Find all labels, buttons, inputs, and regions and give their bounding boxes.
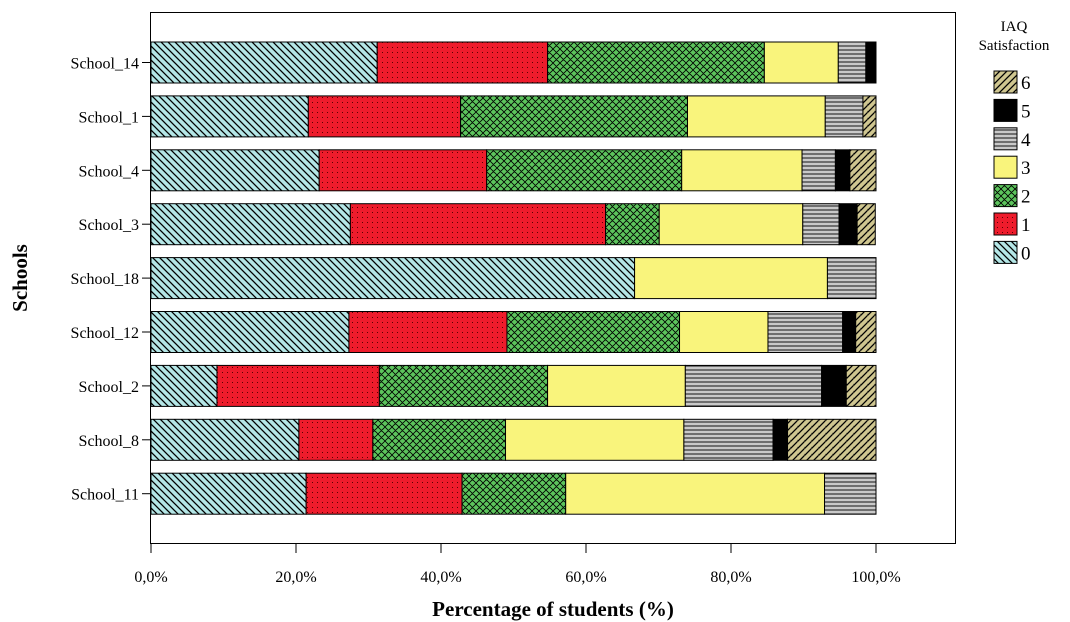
bar-segment-school-11-level-4 [824, 472, 877, 515]
bar-segment-school-14-level-2 [547, 41, 765, 84]
y-tick-label: School_18 [71, 271, 139, 288]
bar-segment-school-4-level-6 [849, 149, 877, 192]
bar-segment-school-12-level-6 [855, 311, 877, 353]
x-tick-label: 0,0% [134, 569, 167, 586]
bar-segment-school-8-level-2 [372, 418, 507, 461]
y-tick-label: School_8 [79, 433, 139, 450]
bar-segment-school-8-level-0 [150, 418, 300, 461]
bar-segment-school-18-level-0 [150, 257, 636, 300]
legend: IAQ Satisfaction 6 5 4 3 2 1 0 [979, 19, 1050, 264]
bar-segment-school-12-level-5 [842, 311, 857, 353]
legend-swatch-0 [993, 240, 1018, 264]
bar-segment-school-12-level-4 [767, 311, 844, 353]
bar-segment-school-14-level-0 [150, 41, 378, 84]
bar-segment-school-3-level-2 [605, 203, 660, 246]
bar-segment-school-1-level-6 [862, 95, 877, 138]
bar-segment-school-12-level-1 [348, 311, 508, 353]
y-axis-title: Schools [8, 244, 32, 312]
bar-segment-school-2-level-6 [845, 364, 877, 407]
bar-segment-school-8-level-5 [772, 418, 789, 461]
bar-segment-school-3-level-1 [349, 203, 607, 246]
legend-label-4: 4 [1021, 130, 1031, 151]
legend-swatch-4 [993, 127, 1018, 151]
bar-segment-school-12-level-3 [679, 311, 769, 353]
bar-segment-school-4-level-4 [801, 149, 836, 192]
bar-segment-school-11-level-0 [150, 472, 307, 515]
bar-segment-school-1-level-3 [687, 95, 826, 138]
x-tick-label: 60,0% [565, 569, 606, 586]
bar-segment-school-8-level-1 [298, 418, 374, 461]
legend-swatch-2 [993, 184, 1018, 208]
bar-segment-school-12-level-0 [150, 311, 350, 353]
bar-segment-school-11-level-1 [305, 472, 463, 515]
legend-swatch-3 [993, 155, 1018, 179]
bar-segment-school-1-level-4 [824, 95, 864, 138]
bar-segment-school-11-level-3 [565, 472, 826, 515]
legend-swatch-1 [993, 212, 1018, 236]
legend-label-5: 5 [1021, 101, 1031, 122]
x-tick-label: 20,0% [275, 569, 316, 586]
bar-segment-school-8-level-3 [505, 418, 685, 461]
bar-segment-school-1-level-1 [307, 95, 462, 138]
legend-label-6: 6 [1021, 73, 1031, 94]
bars-layer [150, 41, 877, 515]
y-tick-label: School_1 [79, 109, 139, 126]
bar-segment-school-4-level-2 [486, 149, 683, 192]
y-axis: School_14 School_1 School_4 School_3 School_… [71, 56, 151, 504]
bar-segment-school-4-level-1 [318, 149, 488, 192]
bar-segment-school-2-level-2 [378, 364, 549, 407]
bar-segment-school-2-level-0 [150, 364, 218, 407]
y-tick-label: School_11 [71, 487, 139, 504]
y-tick-label: School_2 [79, 379, 139, 396]
bar-segment-school-18-level-4 [826, 257, 877, 300]
bar-segment-school-4-level-3 [681, 149, 803, 192]
bar-segment-school-18-level-3 [634, 257, 828, 300]
bar-segment-school-14-level-1 [376, 41, 549, 84]
bar-segment-school-2-level-1 [216, 364, 380, 407]
y-tick-label: School_14 [71, 56, 139, 73]
bar-segment-school-14-level-3 [763, 41, 839, 84]
bar-segment-school-14-level-4 [837, 41, 867, 84]
legend-label-2: 2 [1021, 187, 1031, 208]
legend-label-1: 1 [1021, 215, 1031, 236]
x-axis: 0,0% 20,0% 40,0% 60,0% 80,0% 100,0% [134, 544, 901, 586]
legend-swatch-5 [993, 98, 1018, 122]
x-tick-label: 100,0% [851, 569, 900, 586]
bar-segment-school-2-level-5 [821, 364, 847, 407]
bar-segment-school-3-level-4 [802, 203, 840, 246]
bar-segment-school-2-level-4 [684, 364, 823, 407]
bar-segment-school-2-level-3 [547, 364, 686, 407]
bar-segment-school-3-level-6 [856, 203, 876, 246]
legend-label-3: 3 [1021, 158, 1031, 179]
bar-segment-school-1-level-2 [460, 95, 688, 138]
bar-segment-school-11-level-2 [461, 472, 567, 515]
x-tick-label: 40,0% [420, 569, 461, 586]
bar-segment-school-4-level-0 [150, 149, 320, 192]
bar-segment-school-1-level-0 [150, 95, 309, 138]
bar-segment-school-3-level-5 [838, 203, 858, 246]
y-tick-label: School_4 [79, 163, 139, 180]
bar-segment-school-14-level-5 [865, 41, 877, 84]
bar-segment-school-8-level-4 [683, 418, 774, 461]
legend-label-0: 0 [1021, 243, 1031, 264]
legend-title-line-1: IAQ [1001, 19, 1028, 35]
x-tick-label: 80,0% [710, 569, 751, 586]
x-axis-title: Percentage of students (%) [432, 597, 674, 621]
bar-segment-school-8-level-6 [787, 418, 877, 461]
y-tick-label: School_12 [71, 325, 139, 342]
y-tick-label: School_3 [79, 217, 139, 234]
legend-title-line-2: Satisfaction [979, 38, 1050, 54]
legend-swatch-6 [993, 70, 1018, 94]
bar-segment-school-3-level-3 [658, 203, 804, 246]
bar-segment-school-4-level-5 [834, 149, 851, 192]
bar-segment-school-12-level-2 [506, 311, 681, 353]
bar-segment-school-3-level-0 [150, 203, 351, 246]
